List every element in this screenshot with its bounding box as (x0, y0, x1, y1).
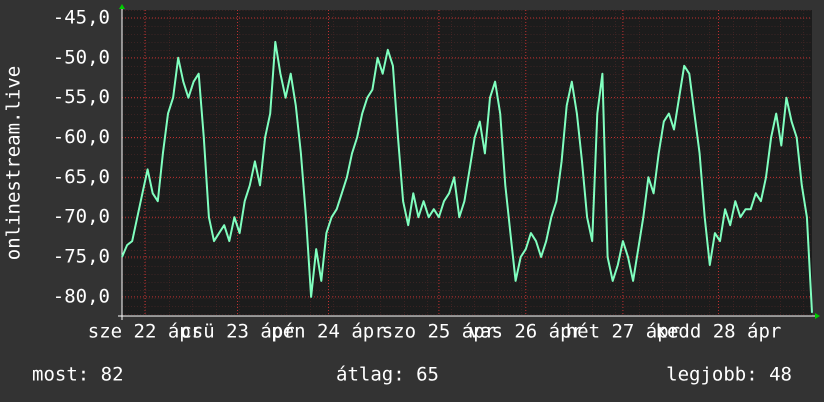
y-axis-label: onlinestream.live (3, 66, 25, 260)
footer-best: legjobb: 48 (666, 364, 792, 386)
y-tick-label: -65,0 (53, 166, 110, 188)
data-line (121, 40, 813, 313)
x-tick-label: csü 23 ápr (180, 321, 294, 343)
y-tick-label: -75,0 (53, 246, 110, 268)
y-tick-label: -80,0 (53, 285, 110, 307)
x-tick-label: hét 27 ápr (566, 321, 680, 343)
x-tick-label: szo 25 ápr (382, 321, 496, 343)
y-tick-label: -55,0 (53, 86, 110, 108)
minor-grid (122, 10, 812, 316)
y-tick-label: -60,0 (53, 126, 110, 148)
y-tick-label: -50,0 (53, 46, 110, 68)
footer-current: most: 82 (32, 364, 124, 386)
y-tick-label: -70,0 (53, 206, 110, 228)
axis-arrow (119, 4, 125, 9)
axis-arrow (815, 313, 820, 319)
y-tick-label: -45,0 (53, 6, 110, 28)
x-tick-label: sze 22 ápr (88, 321, 202, 343)
footer-average: átlag: 65 (336, 364, 439, 386)
x-tick-label: vas 26 ápr (469, 321, 583, 343)
x-tick-label: kedd 28 ápr (656, 321, 782, 343)
x-tick-label: pén 24 ápr (271, 321, 385, 343)
